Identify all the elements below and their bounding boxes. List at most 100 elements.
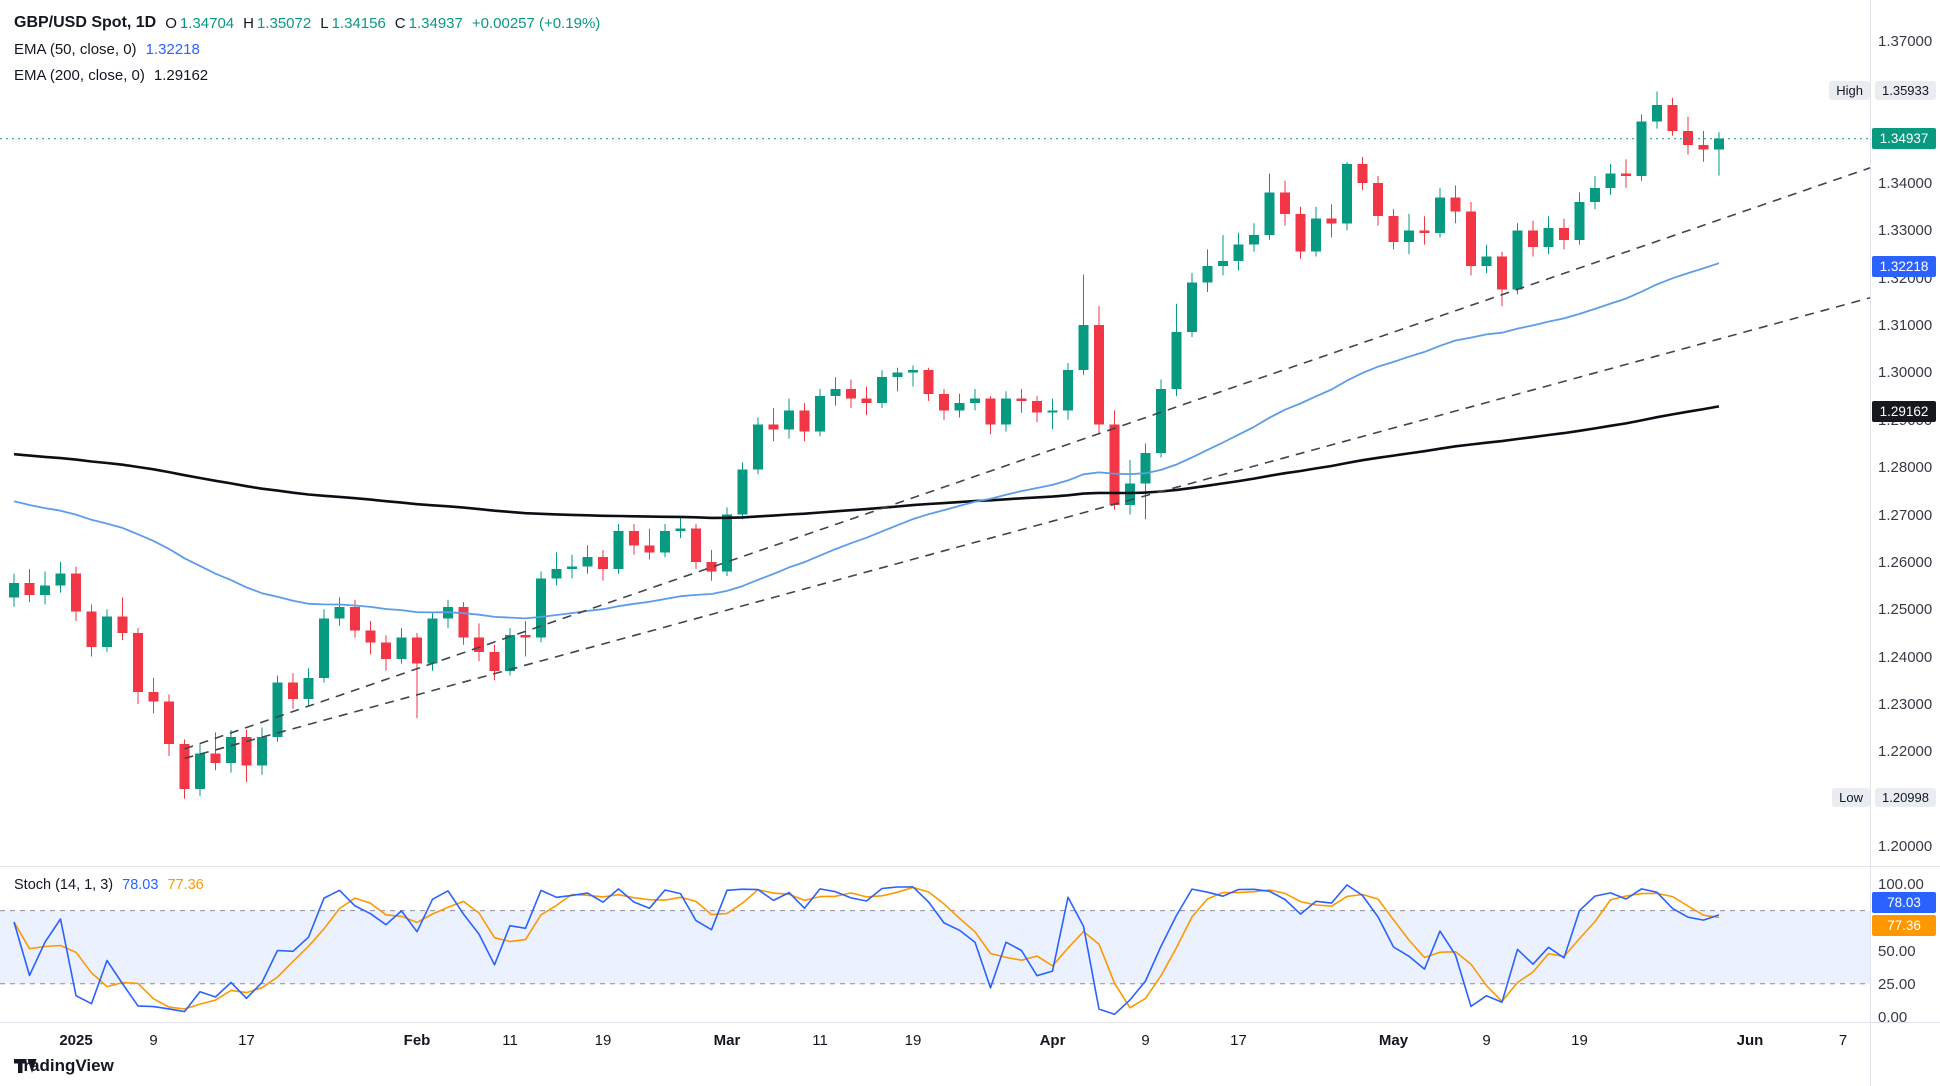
candle-body[interactable] (272, 682, 283, 738)
candle-body[interactable] (1016, 398, 1027, 401)
candle-body[interactable] (164, 701, 174, 745)
candle-body[interactable] (1264, 192, 1275, 236)
candle-body[interactable] (1481, 256, 1492, 266)
candle-body[interactable] (303, 677, 314, 700)
candle-body[interactable] (474, 637, 484, 652)
candle-body[interactable] (1435, 197, 1445, 233)
candle-body[interactable] (24, 583, 35, 596)
candle-body[interactable] (1419, 230, 1430, 233)
candle-body[interactable] (660, 531, 670, 553)
candle-body[interactable] (241, 737, 252, 766)
stoch-d-line[interactable] (13, 886, 1720, 1010)
candle-body[interactable] (1078, 325, 1089, 371)
candle-body[interactable] (861, 398, 872, 404)
candle-body[interactable] (551, 568, 562, 579)
candle-body[interactable] (1094, 325, 1104, 425)
candle-body[interactable] (1001, 398, 1011, 425)
candle-body[interactable] (412, 637, 422, 664)
candle-body[interactable] (1187, 282, 1197, 333)
candle-body[interactable] (133, 632, 143, 693)
candle-body[interactable] (1714, 138, 1724, 150)
candle-body[interactable] (1280, 192, 1290, 214)
candle-body[interactable] (830, 389, 841, 397)
stoch-legend[interactable]: Stoch (14, 1, 3) 78.03 77.36 (14, 872, 204, 898)
candle-body[interactable] (365, 630, 376, 643)
candle-body[interactable] (288, 682, 298, 700)
candle-body[interactable] (892, 372, 903, 378)
candle-body[interactable] (1032, 400, 1042, 413)
candle-body[interactable] (1357, 164, 1368, 184)
candle-body[interactable] (536, 578, 546, 638)
candle-body[interactable] (567, 566, 577, 569)
stoch-k-line[interactable] (13, 884, 1720, 1016)
candle-body[interactable] (1683, 130, 1693, 146)
candle-body[interactable] (1667, 104, 1678, 131)
candle-body[interactable] (939, 393, 949, 411)
candle-body[interactable] (1156, 389, 1166, 453)
candle-body[interactable] (1652, 104, 1662, 122)
candle-body[interactable] (1233, 244, 1244, 262)
candle-body[interactable] (1574, 201, 1585, 240)
candle-body[interactable] (319, 618, 329, 678)
candle-body[interactable] (1171, 332, 1182, 390)
candle-body[interactable] (722, 514, 732, 572)
candle-body[interactable] (1202, 265, 1213, 283)
candle-body[interactable] (1140, 452, 1151, 484)
ema200-line[interactable] (13, 405, 1720, 520)
candle-body[interactable] (1109, 424, 1120, 506)
candle-body[interactable] (1621, 173, 1631, 176)
candle-body[interactable] (505, 635, 515, 671)
candle-body[interactable] (1512, 230, 1523, 290)
candle-body[interactable] (40, 585, 50, 596)
candle-body[interactable] (427, 618, 438, 664)
candle-body[interactable] (1125, 483, 1135, 506)
candle-body[interactable] (753, 424, 763, 470)
candle-body[interactable] (1388, 216, 1399, 243)
candle-body[interactable] (520, 635, 531, 638)
candle-body[interactable] (846, 389, 856, 399)
candle-body[interactable] (799, 410, 810, 432)
candle-body[interactable] (582, 557, 593, 567)
candle-body[interactable] (55, 573, 66, 586)
candle-body[interactable] (768, 424, 779, 430)
candle-body[interactable] (1543, 228, 1554, 247)
ema50-line[interactable] (13, 262, 1720, 620)
candle-body[interactable] (71, 573, 81, 612)
candle-body[interactable] (489, 651, 500, 671)
main-price-pane[interactable] (0, 0, 1870, 866)
candle-body[interactable] (613, 531, 624, 569)
candle-body[interactable] (1559, 228, 1569, 240)
candle-body[interactable] (195, 753, 205, 790)
candle-body[interactable] (1528, 230, 1538, 247)
candle-body[interactable] (350, 606, 360, 631)
candle-body[interactable] (1311, 218, 1321, 252)
candle-body[interactable] (598, 557, 608, 569)
candle-body[interactable] (954, 403, 965, 411)
pane-separator-top[interactable] (0, 866, 1940, 867)
candle-body[interactable] (1450, 197, 1461, 212)
candle-body[interactable] (1605, 173, 1616, 188)
candle-body[interactable] (737, 469, 748, 515)
candle-body[interactable] (179, 744, 190, 790)
candle-body[interactable] (784, 410, 794, 430)
candle-body[interactable] (381, 642, 391, 659)
candle-body[interactable] (985, 398, 996, 425)
candle-body[interactable] (226, 737, 236, 764)
ema50-legend-row[interactable]: EMA (50, close, 0) 1.32218 (14, 36, 600, 62)
trendline-2[interactable] (184, 296, 1871, 760)
candle-body[interactable] (458, 606, 469, 638)
candle-body[interactable] (629, 531, 639, 546)
candle-body[interactable] (1497, 256, 1507, 290)
candle-body[interactable] (706, 561, 717, 572)
candle-body[interactable] (1698, 145, 1709, 150)
candle-body[interactable] (396, 637, 407, 659)
candle-body[interactable] (86, 611, 97, 648)
candle-body[interactable] (1590, 187, 1600, 202)
candle-body[interactable] (1249, 235, 1259, 245)
candle-body[interactable] (1063, 370, 1073, 411)
candle-body[interactable] (1218, 261, 1228, 266)
tradingview-logo[interactable]: TradingView (14, 1056, 114, 1076)
symbol-title[interactable]: GBP/USD Spot, 1D (14, 14, 157, 31)
candle-body[interactable] (1636, 121, 1647, 176)
candle-body[interactable] (9, 583, 19, 598)
